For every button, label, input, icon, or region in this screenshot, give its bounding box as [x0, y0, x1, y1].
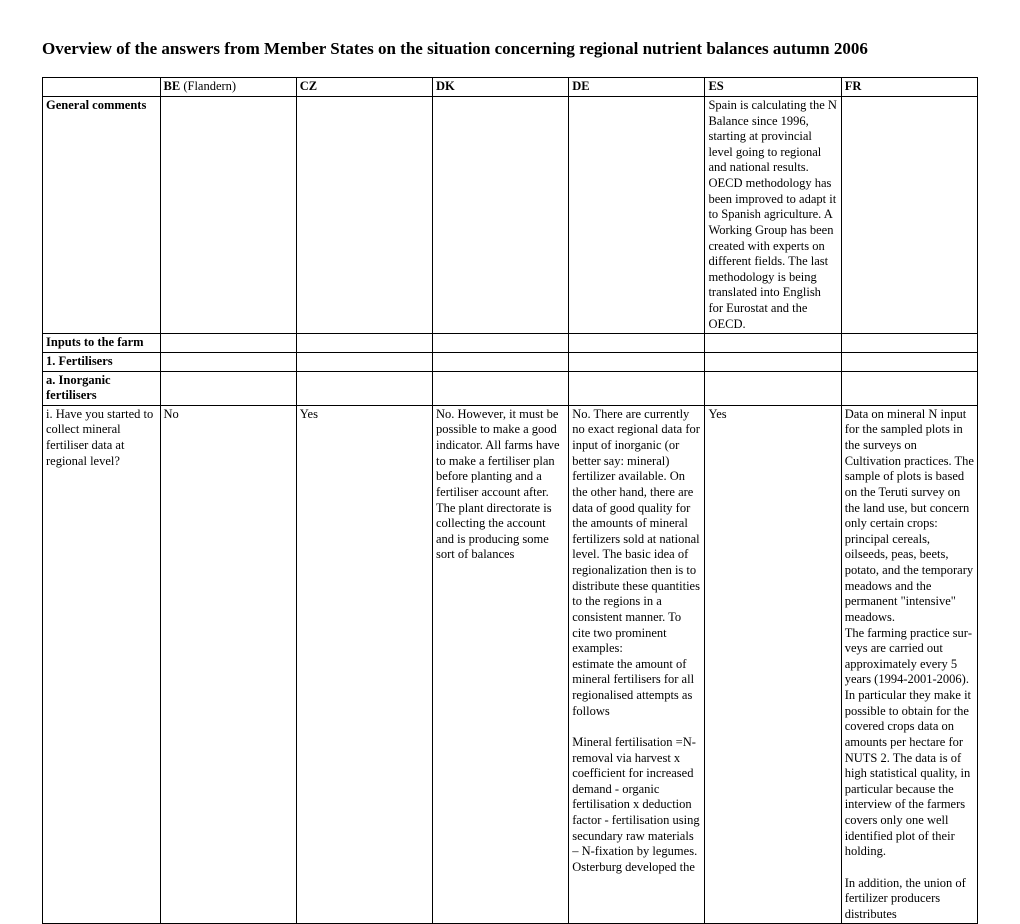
header-blank — [43, 78, 161, 97]
cell-be: No — [160, 405, 296, 924]
row-general-comments: General comments Spain is calculating th… — [43, 96, 978, 333]
cell-es: Yes — [705, 405, 841, 924]
answers-table: BE (Flandern) CZ DK DE ES FR General com… — [42, 77, 978, 924]
row-inorganic: a. Inorganic fertilisers — [43, 371, 978, 405]
row-inputs: Inputs to the farm — [43, 334, 978, 353]
page-title: Overview of the answers from Member Stat… — [42, 38, 978, 59]
row-label: Inputs to the farm — [43, 334, 161, 353]
header-es: ES — [705, 78, 841, 97]
cell-cz — [296, 96, 432, 333]
header-dk: DK — [432, 78, 568, 97]
header-cz: CZ — [296, 78, 432, 97]
row-label: a. Inorganic fertilisers — [43, 371, 161, 405]
row-label: i. Have you started to collect mineral f… — [43, 405, 161, 924]
cell-dk: No. However, it must be possible to make… — [432, 405, 568, 924]
cell-dk — [432, 96, 568, 333]
row-label: 1. Fertilisers — [43, 352, 161, 371]
header-fr: FR — [841, 78, 977, 97]
cell-de: No. There are currently no exact regiona… — [569, 405, 705, 924]
header-de: DE — [569, 78, 705, 97]
row-question-i: i. Have you started to collect mineral f… — [43, 405, 978, 924]
cell-es: Spain is calculating the N Balance since… — [705, 96, 841, 333]
cell-be — [160, 96, 296, 333]
table-header-row: BE (Flandern) CZ DK DE ES FR — [43, 78, 978, 97]
cell-cz: Yes — [296, 405, 432, 924]
cell-fr: Data on mineral N input for the sampled … — [841, 405, 977, 924]
cell-fr — [841, 96, 977, 333]
row-label: General comments — [43, 96, 161, 333]
header-be: BE (Flandern) — [160, 78, 296, 97]
cell-de — [569, 96, 705, 333]
row-fertilisers: 1. Fertilisers — [43, 352, 978, 371]
